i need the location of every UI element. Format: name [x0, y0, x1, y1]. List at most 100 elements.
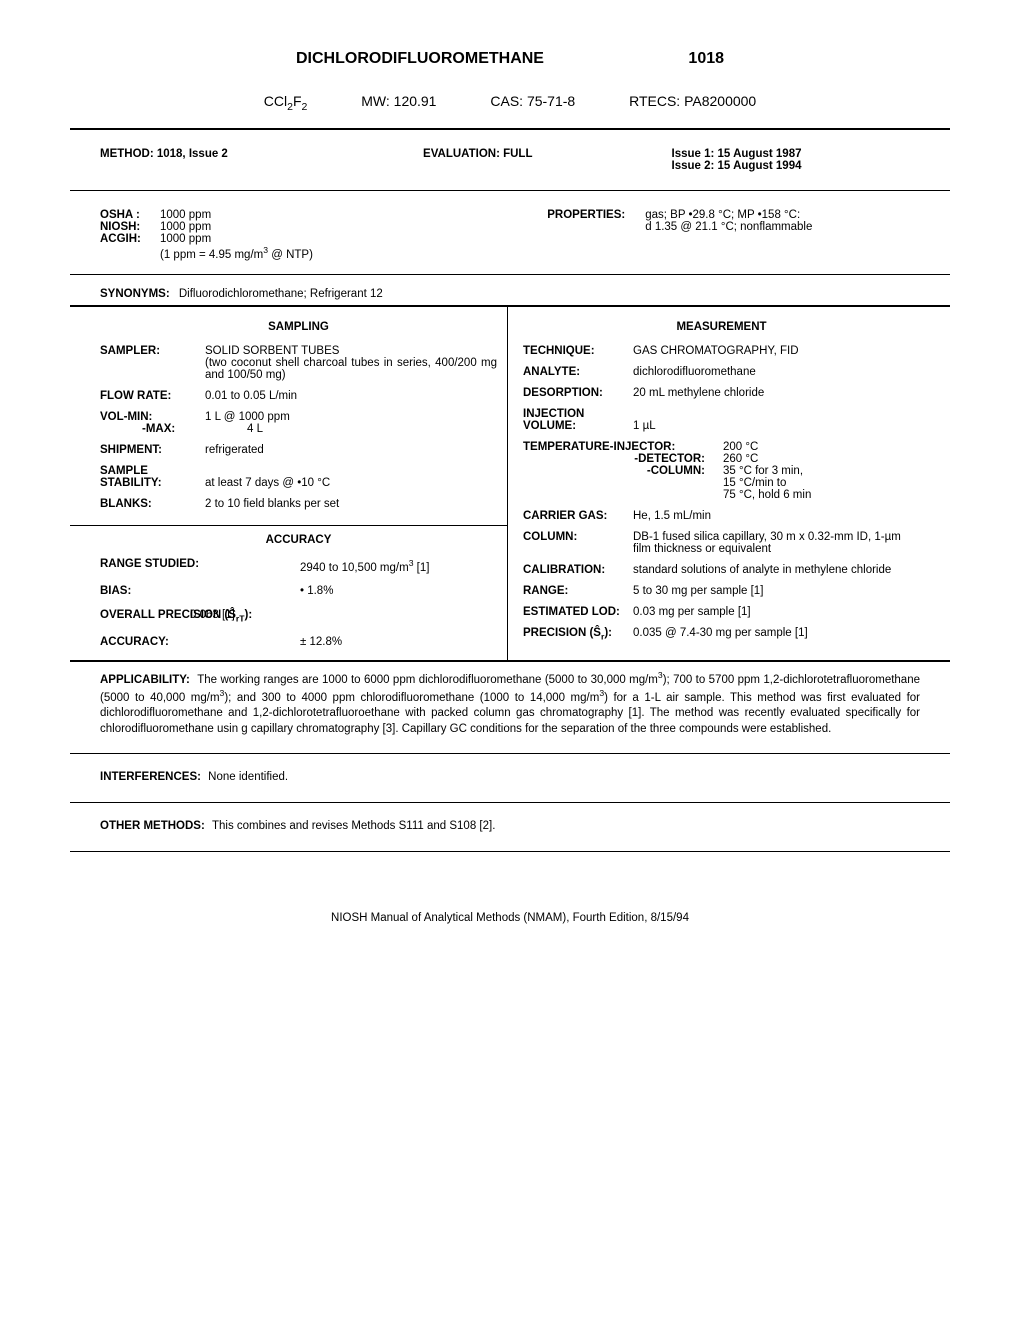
temp-detector-value: 260 °C	[723, 453, 758, 465]
divider	[70, 753, 950, 754]
title-row: DICHLORODIFLUOROMETHANE 1018	[70, 50, 950, 68]
temp-detector-label: -DETECTOR:	[523, 453, 723, 465]
range-value: 5 to 30 mg per sample [1]	[633, 585, 920, 597]
range-label: RANGE:	[523, 585, 633, 597]
injection-label-2: VOLUME:	[523, 420, 633, 432]
properties-text: gas; BP •29.8 °C; MP •158 °C: d 1.35 @ 2…	[645, 209, 812, 261]
range-studied-label: RANGE STUDIED:	[100, 558, 300, 574]
issue-2: Issue 2: 15 August 1994	[672, 160, 920, 172]
desorption-value: 20 mL methylene chloride	[633, 387, 920, 399]
divider	[70, 190, 950, 191]
acgih-value: 1000 ppm	[160, 233, 211, 245]
inner-divider	[70, 525, 507, 526]
calibration-value: standard solutions of analyte in methyle…	[633, 564, 920, 576]
precision-value: 0.035 @ 7.4-30 mg per sample [1]	[633, 627, 920, 639]
stability-label-2: STABILITY:	[100, 477, 205, 489]
volmax-label: -MAX:	[100, 423, 247, 435]
doc-number: 1018	[688, 50, 724, 68]
precision-label: PRECISION (Ŝr):	[523, 627, 633, 641]
divider	[70, 128, 950, 130]
accuracy-label: ACCURACY:	[100, 636, 300, 648]
volmin-value: 1 L @ 1000 ppm	[205, 411, 497, 423]
rtecs-number: RTECS: PA8200000	[629, 93, 756, 109]
blanks-label: BLANKS:	[100, 498, 205, 510]
niosh-value: 1000 ppm	[160, 221, 211, 233]
bias-label: BIAS:	[100, 585, 300, 597]
properties-label: PROPERTIES:	[547, 209, 645, 261]
other-methods-section: OTHER METHODS: This combines and revises…	[70, 811, 950, 843]
evaluation: EVALUATION: FULL	[423, 148, 671, 172]
divider	[70, 851, 950, 852]
lod-label: ESTIMATED LOD:	[523, 606, 633, 618]
limits-properties-row: OSHA :1000 ppm NIOSH:1000 ppm ACGIH:1000…	[70, 199, 950, 266]
measurement-head: MEASUREMENT	[523, 321, 920, 333]
molecular-weight: MW: 120.91	[361, 93, 436, 109]
carrier-gas-value: He, 1.5 mL/min	[633, 510, 920, 522]
shipment-value: refrigerated	[205, 444, 497, 456]
flowrate-value: 0.01 to 0.05 L/min	[205, 390, 497, 402]
blanks-value: 2 to 10 field blanks per set	[205, 498, 497, 510]
accuracy-head: ACCURACY	[100, 534, 497, 546]
technique-value: GAS CHROMATOGRAPHY, FID	[633, 345, 920, 357]
lod-value: 0.03 mg per sample [1]	[633, 606, 920, 618]
calibration-label: CALIBRATION:	[523, 564, 633, 576]
desorption-label: DESORPTION:	[523, 387, 633, 399]
temperature-block: TEMPERATURE-INJECTOR:200 °C -DETECTOR:26…	[523, 441, 920, 501]
synonyms-row: SYNONYMS: Difluorodichloromethane; Refri…	[70, 283, 950, 305]
accuracy-value: ± 12.8%	[300, 636, 342, 648]
interferences-label: INTERFERENCES:	[100, 771, 201, 783]
temp-column-value-1: 35 °C for 3 min,	[723, 465, 803, 477]
exposure-limits: OSHA :1000 ppm NIOSH:1000 ppm ACGIH:1000…	[100, 209, 547, 261]
sampler-value: SOLID SORBENT TUBES (two coconut shell c…	[205, 345, 497, 381]
stability-label-1: SAMPLE	[100, 465, 205, 477]
issue-1: Issue 1: 15 August 1987	[672, 148, 920, 160]
injection-label-1: INJECTION	[523, 408, 633, 420]
applicability-text: The working ranges are 1000 to 6000 ppm …	[100, 674, 920, 735]
interferences-section: INTERFERENCES: None identified.	[70, 762, 950, 794]
issue-dates: Issue 1: 15 August 1987 Issue 2: 15 Augu…	[672, 148, 920, 172]
temp-injector-label: TEMPERATURE-INJECTOR:	[523, 441, 723, 453]
volmax-value: 4 L	[247, 423, 497, 435]
synonyms-value: Difluorodichloromethane; Refrigerant 12	[179, 288, 383, 300]
measurement-column: MEASUREMENT TECHNIQUE:GAS CHROMATOGRAPHY…	[508, 307, 950, 660]
interferences-text: None identified.	[208, 771, 288, 783]
footer: NIOSH Manual of Analytical Methods (NMAM…	[70, 912, 950, 924]
range-studied-value: 2940 to 10,500 mg/m3 [1]	[300, 558, 429, 574]
other-methods-label: OTHER METHODS:	[100, 820, 205, 832]
method-id: METHOD: 1018, Issue 2	[100, 148, 423, 172]
doc-title: DICHLORODIFLUOROMETHANE	[296, 50, 544, 68]
temp-column-value-2: 15 °C/min to	[723, 477, 786, 489]
properties-col: PROPERTIES: gas; BP •29.8 °C; MP •158 °C…	[547, 209, 920, 261]
bias-value: • 1.8%	[300, 585, 333, 597]
flowrate-label: FLOW RATE:	[100, 390, 205, 402]
osha-value: 1000 ppm	[160, 209, 211, 221]
divider	[70, 802, 950, 803]
osha-label: OSHA :	[100, 209, 160, 221]
analyte-label: ANALYTE:	[523, 366, 633, 378]
chemical-info-row: CCl2F2 MW: 120.91 CAS: 75-71-8 RTECS: PA…	[70, 93, 950, 113]
temp-column-label: -COLUMN:	[523, 465, 723, 477]
analyte-value: dichlorodifluoromethane	[633, 366, 920, 378]
technique-label: TECHNIQUE:	[523, 345, 633, 357]
temp-column-value-3: 75 °C, hold 6 min	[723, 489, 811, 501]
carrier-gas-label: CARRIER GAS:	[523, 510, 633, 522]
stability-value: at least 7 days @ •10 °C	[205, 477, 497, 489]
niosh-label: NIOSH:	[100, 221, 160, 233]
method-row: METHOD: 1018, Issue 2 EVALUATION: FULL I…	[70, 138, 950, 182]
volmin-label: VOL-MIN:	[100, 411, 205, 423]
column-label: COLUMN:	[523, 531, 633, 543]
divider	[70, 274, 950, 275]
formula: CCl2F2	[264, 93, 308, 109]
sampler-label: SAMPLER:	[100, 345, 205, 357]
injection-value: 1 µL	[633, 420, 920, 432]
shipment-label: SHIPMENT:	[100, 444, 205, 456]
sampling-measurement-table: SAMPLING SAMPLER: SOLID SORBENT TUBES (t…	[70, 305, 950, 662]
sampling-head: SAMPLING	[100, 321, 497, 333]
applicability-section: APPLICABILITY: The working ranges are 10…	[70, 662, 950, 746]
temp-injector-value: 200 °C	[723, 441, 758, 453]
synonyms-label: SYNONYMS:	[100, 288, 170, 300]
acgih-label: ACGIH:	[100, 233, 160, 245]
conversion-note: (1 ppm = 4.95 mg/m3 @ NTP)	[160, 245, 313, 261]
column-value: DB-1 fused silica capillary, 30 m x 0.32…	[633, 531, 920, 555]
cas-number: CAS: 75-71-8	[490, 93, 575, 109]
